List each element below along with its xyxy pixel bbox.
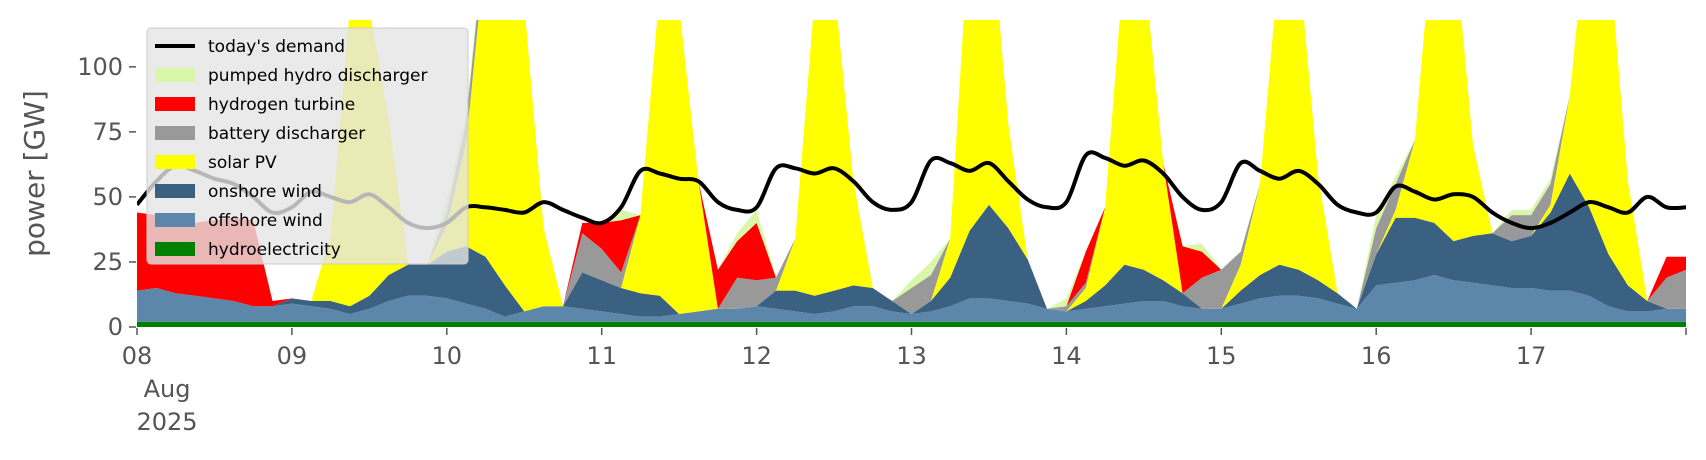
legend-label: onshore wind [208, 182, 322, 202]
legend-label: hydroelectricity [208, 240, 341, 260]
legend-swatch [155, 213, 195, 227]
axes: 0 25 50 75 100 power [GW] 08 Aug 2025 09 10 11 12 13 1… [18, 53, 1687, 436]
x-tick-label-10: 10 [432, 342, 463, 370]
y-tick-label-100: 100 [77, 53, 123, 81]
legend-label: solar PV [208, 153, 277, 173]
legend-item-pumped-hydro-discharger: pumped hydro discharger [155, 66, 427, 86]
legend-item-offshore-wind: offshore wind [155, 211, 323, 231]
legend-item-hydrogen-turbine: hydrogen turbine [155, 95, 355, 115]
stacked-areas [137, 20, 1686, 327]
area-hydroelectricity [137, 321, 1686, 327]
area-onshore-wind [137, 173, 1686, 317]
legend-item-onshore-wind: onshore wind [155, 182, 322, 202]
legend-swatch [155, 242, 195, 256]
x-tick-label-16: 16 [1361, 342, 1392, 370]
x-tick-label-17: 17 [1516, 342, 1547, 370]
legend-swatch [155, 184, 195, 198]
x-tick-label-09: 09 [277, 342, 308, 370]
x-tick-label-11: 11 [586, 342, 617, 370]
x-tick-label-13: 13 [896, 342, 927, 370]
area-solar-pv [137, 20, 1686, 314]
legend-swatch [155, 126, 195, 140]
legend-label: hydrogen turbine [208, 95, 355, 115]
legend-item-today-s-demand: today's demand [155, 37, 345, 57]
legend-item-hydroelectricity: hydroelectricity [155, 240, 341, 260]
legend-swatch [155, 97, 195, 111]
y-tick-label-50: 50 [92, 183, 123, 211]
legend-box [146, 27, 469, 265]
legend-label: today's demand [208, 37, 345, 57]
x-tick-sublabel-aug: Aug [144, 375, 191, 403]
legend-item-solar-pv: solar PV [155, 153, 277, 173]
x-tick-label-12: 12 [741, 342, 772, 370]
x-tick-label-15: 15 [1206, 342, 1237, 370]
legend-swatch [155, 68, 195, 82]
x-tick-label-14: 14 [1051, 342, 1082, 370]
x-tick-label-08: 08 [122, 342, 153, 370]
legend-item-battery-discharger: battery discharger [155, 124, 365, 144]
legend: today's demand pumped hydro discharger hyd… [146, 27, 469, 265]
legend-label: pumped hydro discharger [208, 66, 427, 86]
legend-label: battery discharger [208, 124, 365, 144]
y-tick-label-25: 25 [92, 248, 123, 276]
area-offshore-wind [137, 275, 1686, 322]
y-axis-label: power [GW] [18, 90, 51, 257]
y-tick-label-75: 75 [92, 118, 123, 146]
legend-swatch [155, 155, 195, 169]
x-tick-sublabel-2025: 2025 [136, 408, 197, 436]
legend-label: offshore wind [208, 211, 323, 231]
y-tick-label-0: 0 [108, 313, 123, 341]
